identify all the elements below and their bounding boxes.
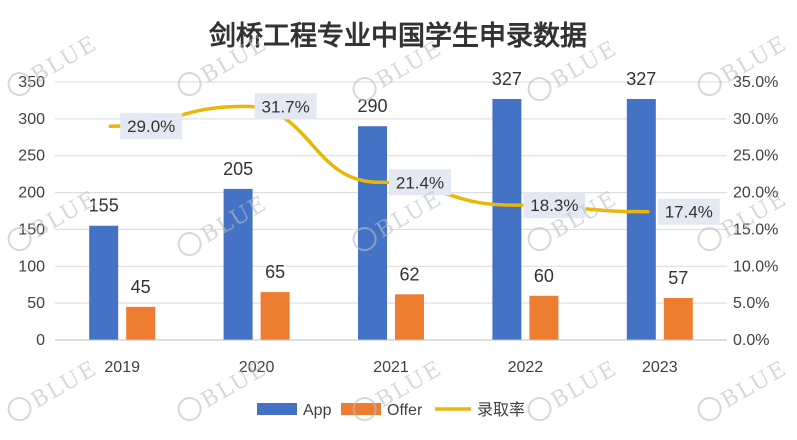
- offer-value-label: 62: [399, 264, 419, 284]
- y-right-tick-label: 30.0%: [733, 111, 778, 128]
- rate-label-box: [657, 198, 720, 225]
- app-value-label: 327: [626, 69, 656, 89]
- offer-bar: [260, 292, 290, 340]
- x-tick-label: 2023: [642, 359, 678, 376]
- app-value-label: 290: [357, 96, 387, 116]
- watermark-seal-icon: [352, 77, 377, 102]
- offer-value-label: 60: [534, 266, 554, 286]
- chart-title: 剑桥工程专业中国学生申录数据: [209, 20, 587, 52]
- app-value-label: 155: [89, 196, 119, 216]
- watermark-text: BLUE: [547, 356, 622, 414]
- watermark-text: BLUE: [27, 31, 102, 89]
- y-left-tick-label: 300: [18, 111, 45, 128]
- watermark-seal-icon: [177, 72, 202, 97]
- rate-value-label: 21.4%: [396, 173, 444, 192]
- y-left-tick-label: 0: [36, 332, 45, 349]
- offer-bar: [663, 297, 693, 340]
- watermark-seal-icon: [697, 227, 722, 252]
- y-right-tick-label: 0.0%: [733, 332, 769, 349]
- watermark-logo: BLUE: [177, 191, 272, 257]
- watermark-logo: BLUE: [7, 31, 102, 97]
- watermark-logo: BLUE: [177, 356, 272, 422]
- watermark-seal-icon: [7, 397, 32, 422]
- watermark-logo: BLUE: [7, 356, 102, 422]
- app-bar: [358, 126, 387, 340]
- y-right-tick-label: 20.0%: [733, 185, 778, 202]
- watermark-seal-icon: [177, 232, 202, 257]
- rate-value-label: 29.0%: [127, 117, 175, 136]
- app-bar: [626, 98, 656, 340]
- watermark-seal-icon: [697, 72, 722, 97]
- rate-label-box: [523, 192, 586, 219]
- y-left-tick-label: 200: [18, 185, 45, 202]
- y-left-tick-label: 150: [18, 221, 45, 238]
- app-bar: [89, 225, 119, 340]
- watermark-logo: BLUE: [697, 31, 792, 97]
- axes: 0 50 100 150 200 250 300 350 0.0% 5.0% 10.0% 15.0% 2…: [18, 74, 778, 376]
- app-bar: [492, 98, 522, 340]
- watermark-seal-icon: [527, 77, 552, 102]
- x-tick-label: 2019: [104, 359, 140, 376]
- watermark-seal-icon: [697, 397, 722, 422]
- watermark-seal-icon: [352, 397, 377, 422]
- app-value-label: 327: [492, 69, 522, 89]
- watermark-seal-icon: [7, 72, 32, 97]
- x-tick-label: 2021: [373, 359, 409, 376]
- legend-label-rate: 录取率: [477, 401, 525, 419]
- app-value-label: 205: [223, 159, 253, 179]
- y-right-tick-label: 10.0%: [733, 258, 778, 275]
- y-right-tick-label: 35.0%: [733, 74, 778, 91]
- watermark-logo: BLUE: [697, 356, 792, 422]
- watermark-seal-icon: [527, 227, 552, 252]
- y-left-tick-label: 250: [18, 148, 45, 165]
- y-left-tick-label: 100: [18, 258, 45, 275]
- offer-value-label: 57: [668, 268, 688, 288]
- rate-label-box: [120, 113, 183, 140]
- watermark-seal-icon: [352, 227, 377, 252]
- legend: App Offer 录取率: [257, 401, 525, 419]
- watermark-seal-icon: [7, 227, 32, 252]
- legend-swatch-offer: [341, 403, 381, 415]
- offer-bar: [395, 294, 424, 340]
- data-labels: 155 205 290 327 327 45 65 62 60 57 29.0% 31.7% 21.4%…: [89, 69, 720, 297]
- legend-swatch-app: [257, 403, 297, 415]
- watermark-text: BLUE: [27, 356, 102, 414]
- rate-label-box: [254, 93, 317, 120]
- legend-label-offer: Offer: [387, 402, 423, 419]
- app-bar: [223, 188, 253, 340]
- watermark-text: BLUE: [717, 356, 792, 414]
- offer-bar: [126, 306, 156, 340]
- rate-value-label: 31.7%: [261, 97, 309, 116]
- y-right-tick-label: 15.0%: [733, 221, 778, 238]
- x-tick-label: 2020: [239, 359, 275, 376]
- offer-value-label: 65: [265, 262, 285, 282]
- bars: [89, 98, 693, 340]
- offer-bar: [529, 295, 559, 340]
- rate-label-box: [389, 169, 451, 196]
- watermark-seal-icon: [527, 397, 552, 422]
- rate-value-label: 18.3%: [530, 196, 578, 215]
- y-right-tick-label: 5.0%: [733, 295, 769, 312]
- offer-value-label: 45: [131, 277, 151, 297]
- y-right-tick-label: 25.0%: [733, 148, 778, 165]
- y-left-tick-label: 350: [18, 74, 45, 91]
- rate-value-label: 17.4%: [665, 203, 713, 222]
- watermark-seal-icon: [177, 397, 202, 422]
- y-left-tick-label: 50: [27, 295, 45, 312]
- legend-label-app: App: [303, 402, 332, 419]
- x-tick-label: 2022: [508, 359, 544, 376]
